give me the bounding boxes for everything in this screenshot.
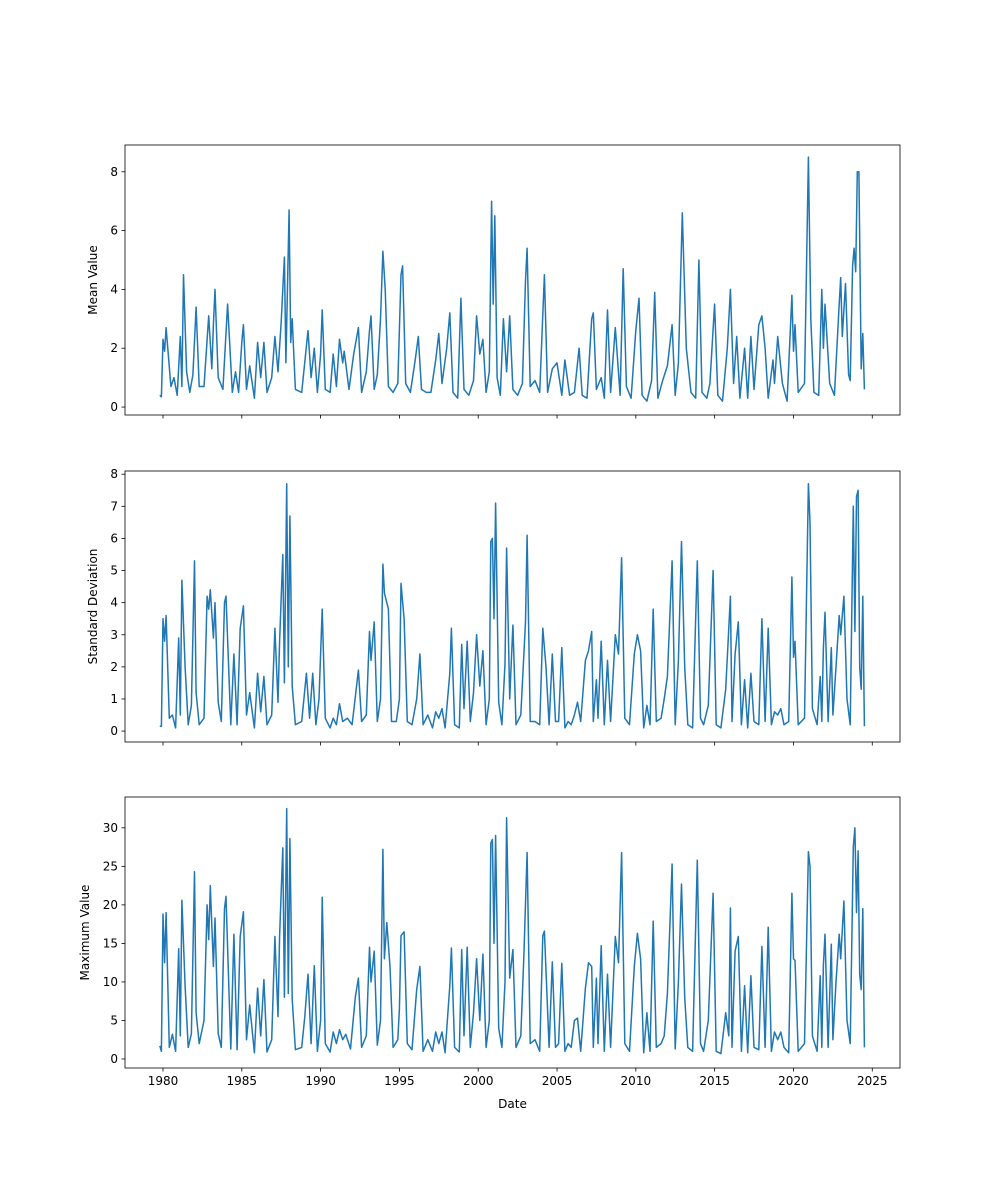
axes-frame [124,470,901,743]
x-tick-label: 1995 [384,1074,415,1088]
y-tick-label: 7 [110,499,118,513]
x-axis-label: Date [498,1097,527,1111]
subplot-2: 0 1 2 3 4 5 6 7 8 Standard Deviation [86,467,901,746]
y-tick-label: 5 [110,1013,118,1027]
y-tick-label: 0 [110,1052,118,1066]
y-tick-label: 0 [110,400,118,414]
y-axis-label: Mean Value [86,245,100,314]
y-tick-label: 8 [110,165,118,179]
x-tick-label: 2015 [699,1074,730,1088]
y-axis-label: Maximum Value [78,885,92,981]
axes-frame [124,144,901,416]
y-tick-label: 30 [103,821,118,835]
y-tick-label: 10 [103,975,118,989]
x-tick-label: 1985 [227,1074,258,1088]
y-tick-label: 6 [110,531,118,545]
x-tick-label: 2010 [621,1074,652,1088]
y-tick-label: 4 [110,596,118,610]
y-tick-label: 5 [110,564,118,578]
axes-frame [124,796,901,1069]
y-tick-label: 3 [110,628,118,642]
x-tick-label: 2020 [778,1074,809,1088]
x-tick-label: 1980 [148,1074,179,1088]
subplot-1: 0 2 4 6 8 Mean Value [86,144,901,419]
y-tick-label: 2 [110,660,118,674]
y-tick-label: 8 [110,467,118,481]
x-tick-label: 2025 [857,1074,888,1088]
y-tick-label: 4 [110,282,118,296]
y-tick-label: 15 [103,936,118,950]
y-axis-label: Standard Deviation [86,549,100,665]
y-tick-label: 6 [110,224,118,238]
y-tick-label: 2 [110,341,118,355]
y-tick-label: 25 [103,859,118,873]
y-tick-label: 20 [103,898,118,912]
y-tick-label: 0 [110,724,118,738]
series-line [159,483,866,729]
series-line [159,156,866,402]
x-tick-label: 2005 [542,1074,573,1088]
x-tick-label: 2000 [463,1074,494,1088]
x-tick-label: 1990 [305,1074,336,1088]
y-tick-label: 1 [110,692,118,706]
subplot-3: 1980 1985 1990 1995 2000 2005 2010 2015 2020 2025… [78,796,901,1111]
series-line [159,807,866,1055]
